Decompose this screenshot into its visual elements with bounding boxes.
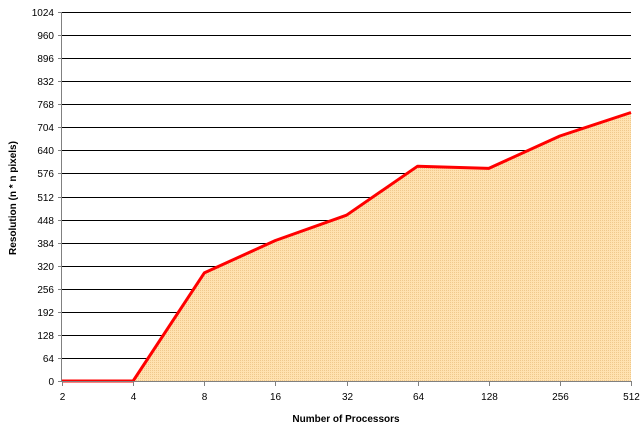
y-tick-label: 192 [37, 308, 54, 319]
x-tick-label: 2 [60, 392, 66, 403]
x-axis-title: Number of Processors [292, 414, 400, 425]
x-tick-label: 512 [623, 392, 640, 403]
y-tick-label: 0 [48, 377, 54, 388]
y-tick-label: 128 [37, 331, 54, 342]
y-tick-label: 896 [37, 54, 54, 65]
y-tick-label: 576 [37, 169, 54, 180]
y-tick-label: 768 [37, 100, 54, 111]
y-tick-label: 832 [37, 77, 54, 88]
y-tick-label: 384 [37, 239, 54, 250]
y-tick-label: 320 [37, 262, 54, 273]
x-tick-label: 256 [552, 392, 569, 403]
y-tick-label: 704 [37, 123, 54, 134]
y-tick-label: 640 [37, 146, 54, 157]
y-tick-label: 448 [37, 216, 54, 227]
plot-area [62, 111, 632, 383]
y-tick-labels: 0 64 128 192 256 320 384 448 512 576 640 704 768 832 8… [32, 8, 55, 388]
y-tick-label: 1024 [32, 8, 55, 19]
x-tick-label: 4 [131, 392, 137, 403]
y-tick-label: 64 [43, 354, 55, 365]
x-tick-labels: 2 4 8 16 32 64 128 256 512 [60, 392, 640, 403]
y-axis-title: Resolution (n * n pixels) [8, 141, 19, 255]
x-tick-label: 16 [270, 392, 282, 403]
x-tick-label: 8 [202, 392, 208, 403]
y-tick-label: 960 [37, 31, 54, 42]
x-tick-label: 64 [413, 392, 425, 403]
y-tick-label: 512 [37, 193, 54, 204]
y-tick-label: 256 [37, 285, 54, 296]
axes [58, 12, 632, 386]
x-tick-label: 32 [342, 392, 354, 403]
x-tick-label: 128 [481, 392, 498, 403]
area-fill [62, 112, 631, 381]
